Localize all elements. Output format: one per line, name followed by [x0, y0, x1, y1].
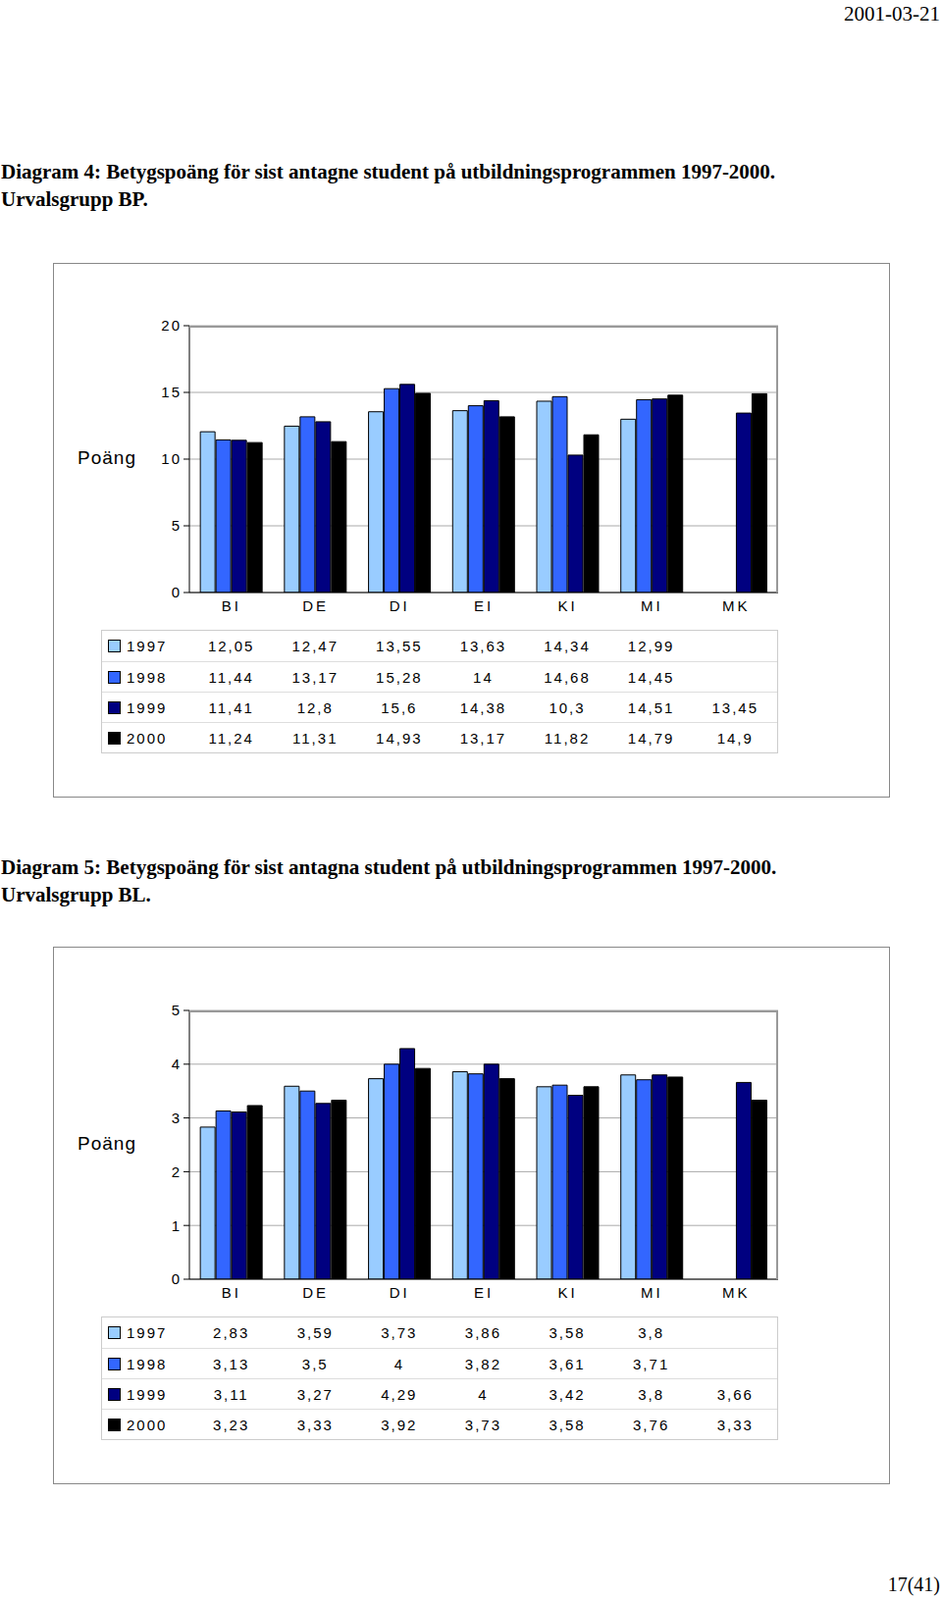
html-text:13,17: 13,17: [459, 729, 507, 747]
html-text:3,5: 3,5: [302, 1355, 329, 1373]
html-text:3,86: 3,86: [464, 1324, 502, 1342]
svg-text:DI: DI: [389, 597, 411, 615]
svg-text:BI: BI: [221, 597, 242, 615]
svg-text:5: 5: [171, 1001, 182, 1019]
html-text:Poäng: Poäng: [77, 447, 137, 469]
html-text:13,55: 13,55: [375, 637, 423, 655]
svg-text:0: 0: [171, 583, 182, 601]
html-text:3,33: 3,33: [716, 1416, 754, 1434]
html-text:14,51: 14,51: [627, 699, 675, 716]
svg-text:10: 10: [160, 450, 182, 468]
html-text:1998: 1998: [126, 668, 168, 686]
html-text:11,31: 11,31: [292, 729, 339, 747]
html-text:3,73: 3,73: [464, 1416, 502, 1434]
html-text:13,17: 13,17: [291, 668, 339, 686]
html-text:11,41: 11,41: [208, 699, 255, 716]
html-text:Diagram 5: Betygspoäng för sis: Diagram 5: Betygspoäng för sist antagna …: [0, 855, 777, 907]
html-text:1999: 1999: [126, 1386, 168, 1403]
html-text:3,73: 3,73: [381, 1324, 418, 1342]
html-text:3,92: 3,92: [381, 1416, 418, 1434]
html-text:14,79: 14,79: [627, 729, 675, 747]
html-text:3,11: 3,11: [213, 1386, 249, 1403]
html-text:4: 4: [394, 1355, 405, 1373]
html-text:3,13: 3,13: [213, 1355, 250, 1373]
svg-text:2: 2: [171, 1163, 182, 1181]
html-text:14: 14: [473, 668, 494, 686]
svg-text:0: 0: [171, 1270, 182, 1288]
svg-text:KI: KI: [558, 597, 578, 615]
html-text:1997: 1997: [126, 637, 168, 655]
html-text:Poäng: Poäng: [77, 1133, 137, 1154]
svg-text:20: 20: [160, 316, 182, 334]
html-text:3,59: 3,59: [297, 1324, 334, 1342]
html-text:3,66: 3,66: [716, 1386, 754, 1403]
html-text:14,34: 14,34: [543, 637, 591, 655]
html-text:11,24: 11,24: [208, 729, 255, 747]
html-text:3,23: 3,23: [213, 1416, 250, 1434]
html-text:3,27: 3,27: [297, 1386, 334, 1403]
html-text:3,42: 3,42: [548, 1386, 586, 1403]
html-text:12,8: 12,8: [297, 699, 334, 716]
html-text:14,38: 14,38: [459, 699, 507, 716]
html-text:12,99: 12,99: [627, 637, 675, 655]
html-text:3,33: 3,33: [297, 1416, 334, 1434]
html-text:4,29: 4,29: [381, 1386, 418, 1403]
html-text:3,8: 3,8: [638, 1324, 665, 1342]
html-text:10,3: 10,3: [548, 699, 586, 716]
html-text:14,68: 14,68: [543, 668, 591, 686]
svg-text:5: 5: [171, 517, 182, 534]
svg-text:MK: MK: [722, 597, 751, 615]
html-text:2000: 2000: [126, 1416, 168, 1434]
html-text:3,58: 3,58: [548, 1416, 586, 1434]
svg-text:BI: BI: [221, 1284, 242, 1302]
svg-text:3: 3: [171, 1109, 182, 1127]
html-text:4: 4: [478, 1386, 489, 1403]
html-text:3,76: 3,76: [632, 1416, 670, 1434]
svg-text:KI: KI: [558, 1284, 578, 1302]
html-text:13,45: 13,45: [711, 699, 759, 716]
html-text:1998: 1998: [126, 1355, 168, 1373]
html-text:12,47: 12,47: [291, 637, 339, 655]
html-text:3,71: 3,71: [632, 1355, 670, 1373]
html-text:12,05: 12,05: [207, 637, 255, 655]
html-text:15,6: 15,6: [381, 699, 418, 716]
html-text:11,44: 11,44: [208, 668, 255, 686]
html-text:17(41): 17(41): [887, 1573, 941, 1596]
svg-text:EI: EI: [473, 597, 494, 615]
svg-text:1: 1: [171, 1217, 182, 1235]
html-text:13,63: 13,63: [459, 637, 507, 655]
html-text:14,93: 14,93: [375, 729, 423, 747]
html-text:3,82: 3,82: [464, 1355, 502, 1373]
svg-text:EI: EI: [473, 1284, 494, 1302]
html-text:3,8: 3,8: [638, 1386, 665, 1403]
html-text:14,9: 14,9: [716, 729, 754, 747]
html-text:15,28: 15,28: [375, 668, 423, 686]
html-text:2,83: 2,83: [213, 1324, 250, 1342]
html-text:1999: 1999: [126, 699, 168, 716]
svg-text:15: 15: [160, 383, 182, 401]
svg-text:DI: DI: [389, 1284, 411, 1302]
svg-text:DE: DE: [302, 597, 329, 615]
html-text:3,58: 3,58: [548, 1324, 586, 1342]
html-text:14,45: 14,45: [627, 668, 675, 686]
svg-text:MI: MI: [640, 597, 664, 615]
svg-text:4: 4: [171, 1055, 182, 1073]
svg-text:MK: MK: [722, 1284, 751, 1302]
html-text:2000: 2000: [126, 729, 168, 747]
svg-text:MI: MI: [640, 1284, 664, 1302]
svg-text:DE: DE: [302, 1284, 329, 1302]
html-text:2001-03-21: 2001-03-21: [843, 1, 941, 26]
html-text:Diagram 4: Betygspoäng för sis: Diagram 4: Betygspoäng för sist antagne …: [0, 159, 776, 211]
html-text:3,61: 3,61: [548, 1355, 586, 1373]
html-text:11,82: 11,82: [544, 729, 591, 747]
html-text:1997: 1997: [126, 1324, 168, 1342]
